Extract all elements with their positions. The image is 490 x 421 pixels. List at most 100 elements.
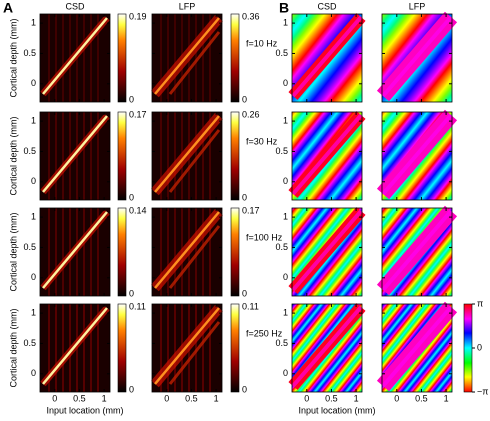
heatmap-streak [167, 14, 169, 102]
y-axis-label: Cortical depth (mm) [8, 116, 18, 195]
heatmap-band [291, 15, 363, 98]
heatmap-frame [151, 111, 223, 201]
colorbar-max: 0.11 [242, 301, 259, 311]
y-tick-label: 0.5 [23, 48, 36, 58]
colorbar [230, 13, 240, 103]
colorbar-max: 0.36 [242, 11, 260, 21]
heatmap-frame [39, 207, 111, 297]
y-tick-label: 0 [283, 368, 288, 378]
colorbar-min: 0 [242, 94, 247, 104]
heatmap-ridge [154, 115, 220, 193]
panel-label: B [279, 0, 289, 16]
y-tick-label: 0 [283, 78, 288, 88]
y-axis-label: Cortical depth (mm) [8, 308, 18, 387]
x-axis-label: Input location (mm) [298, 405, 375, 415]
y-tick-label: 0 [283, 176, 288, 186]
heatmap-frame [39, 111, 111, 201]
x-tick-label: 1 [214, 393, 219, 403]
heatmap [288, 207, 366, 297]
y-axis-label: Cortical depth (mm) [8, 18, 18, 97]
colorbar [117, 111, 127, 201]
heatmap-band [291, 209, 363, 292]
heatmap-streak [90, 304, 92, 392]
x-tick-label: 0 [164, 393, 169, 403]
x-tick-label: 0.5 [415, 393, 428, 403]
phase-colorbar [463, 303, 473, 393]
heatmap [151, 207, 223, 297]
heatmap-streak [83, 208, 85, 296]
y-tick-label: 0 [31, 368, 36, 378]
heatmap-streak [90, 208, 92, 296]
heatmap-streak [195, 112, 197, 200]
colorbar-max: 0.17 [242, 205, 260, 215]
colorbar [230, 207, 240, 297]
y-tick-label: 1 [283, 211, 288, 221]
heatmap [39, 207, 111, 297]
heatmap-streak [174, 208, 176, 296]
frequency-label: f=10 Hz [246, 38, 278, 48]
heatmap-frame [291, 13, 363, 103]
heatmap-ridge [42, 17, 108, 95]
heatmap-streak [202, 304, 204, 392]
x-tick-label: 0 [394, 393, 399, 403]
heatmap-streak [160, 304, 162, 392]
heatmap [151, 111, 223, 201]
heatmap-streak [174, 304, 176, 392]
heatmap-band [381, 113, 453, 196]
x-tick-label: 1 [354, 393, 359, 403]
heatmap-band [381, 209, 453, 292]
heatmap-streak [48, 208, 50, 296]
heatmap-streak [55, 304, 57, 392]
y-tick-label: 1 [283, 115, 288, 125]
y-tick-label: 0 [31, 176, 36, 186]
colorbar [117, 207, 127, 297]
heatmap [376, 301, 458, 393]
heatmap-streak [97, 14, 99, 102]
heatmap-frame [291, 111, 363, 201]
colorbar-min: 0 [129, 192, 134, 202]
heatmap-frame [151, 207, 223, 297]
heatmap-ridge [168, 129, 221, 193]
frequency-label: f=250 Hz [246, 328, 283, 338]
heatmap-streak [195, 14, 197, 102]
y-tick-label: 0.5 [275, 242, 288, 252]
heatmap [288, 13, 366, 103]
column-title: LFP [409, 1, 426, 11]
heatmap-ridge [42, 115, 108, 193]
heatmap-band [381, 15, 453, 98]
y-tick-label: 0 [31, 272, 36, 282]
heatmap-streak [209, 112, 211, 200]
colorbar-max: 0.11 [129, 301, 146, 311]
colorbar-min: 0 [129, 384, 134, 394]
x-tick-label: 1 [444, 393, 449, 403]
x-tick-label: 0.5 [73, 393, 86, 403]
y-tick-label: 0 [283, 272, 288, 282]
heatmap-frame [39, 303, 111, 393]
x-axis-label: Input location (mm) [46, 405, 123, 415]
heatmap-streak [90, 14, 92, 102]
heatmap-streak [83, 112, 85, 200]
phase-tick-label: π [477, 298, 483, 308]
column-title: CSD [65, 1, 85, 11]
heatmap-streak [202, 112, 204, 200]
colorbar [230, 303, 240, 393]
heatmap-streak [90, 112, 92, 200]
heatmap-streak [48, 304, 50, 392]
colorbar [117, 13, 127, 103]
column-title: LFP [179, 1, 196, 11]
heatmap-streak [195, 208, 197, 296]
heatmap-streak [97, 208, 99, 296]
colorbar-min: 0 [129, 94, 134, 104]
heatmap-frame [291, 207, 363, 297]
heatmap-streak [160, 112, 162, 200]
heatmap-band [291, 305, 363, 388]
heatmap-streak [202, 208, 204, 296]
heatmap [151, 303, 223, 393]
heatmap [39, 303, 111, 393]
heatmap-frame [381, 13, 453, 103]
heatmap [39, 13, 111, 103]
heatmap-band [291, 113, 363, 196]
heatmap-streak [83, 14, 85, 102]
y-tick-label: 1 [283, 307, 288, 317]
heatmap-ridge [168, 225, 221, 289]
